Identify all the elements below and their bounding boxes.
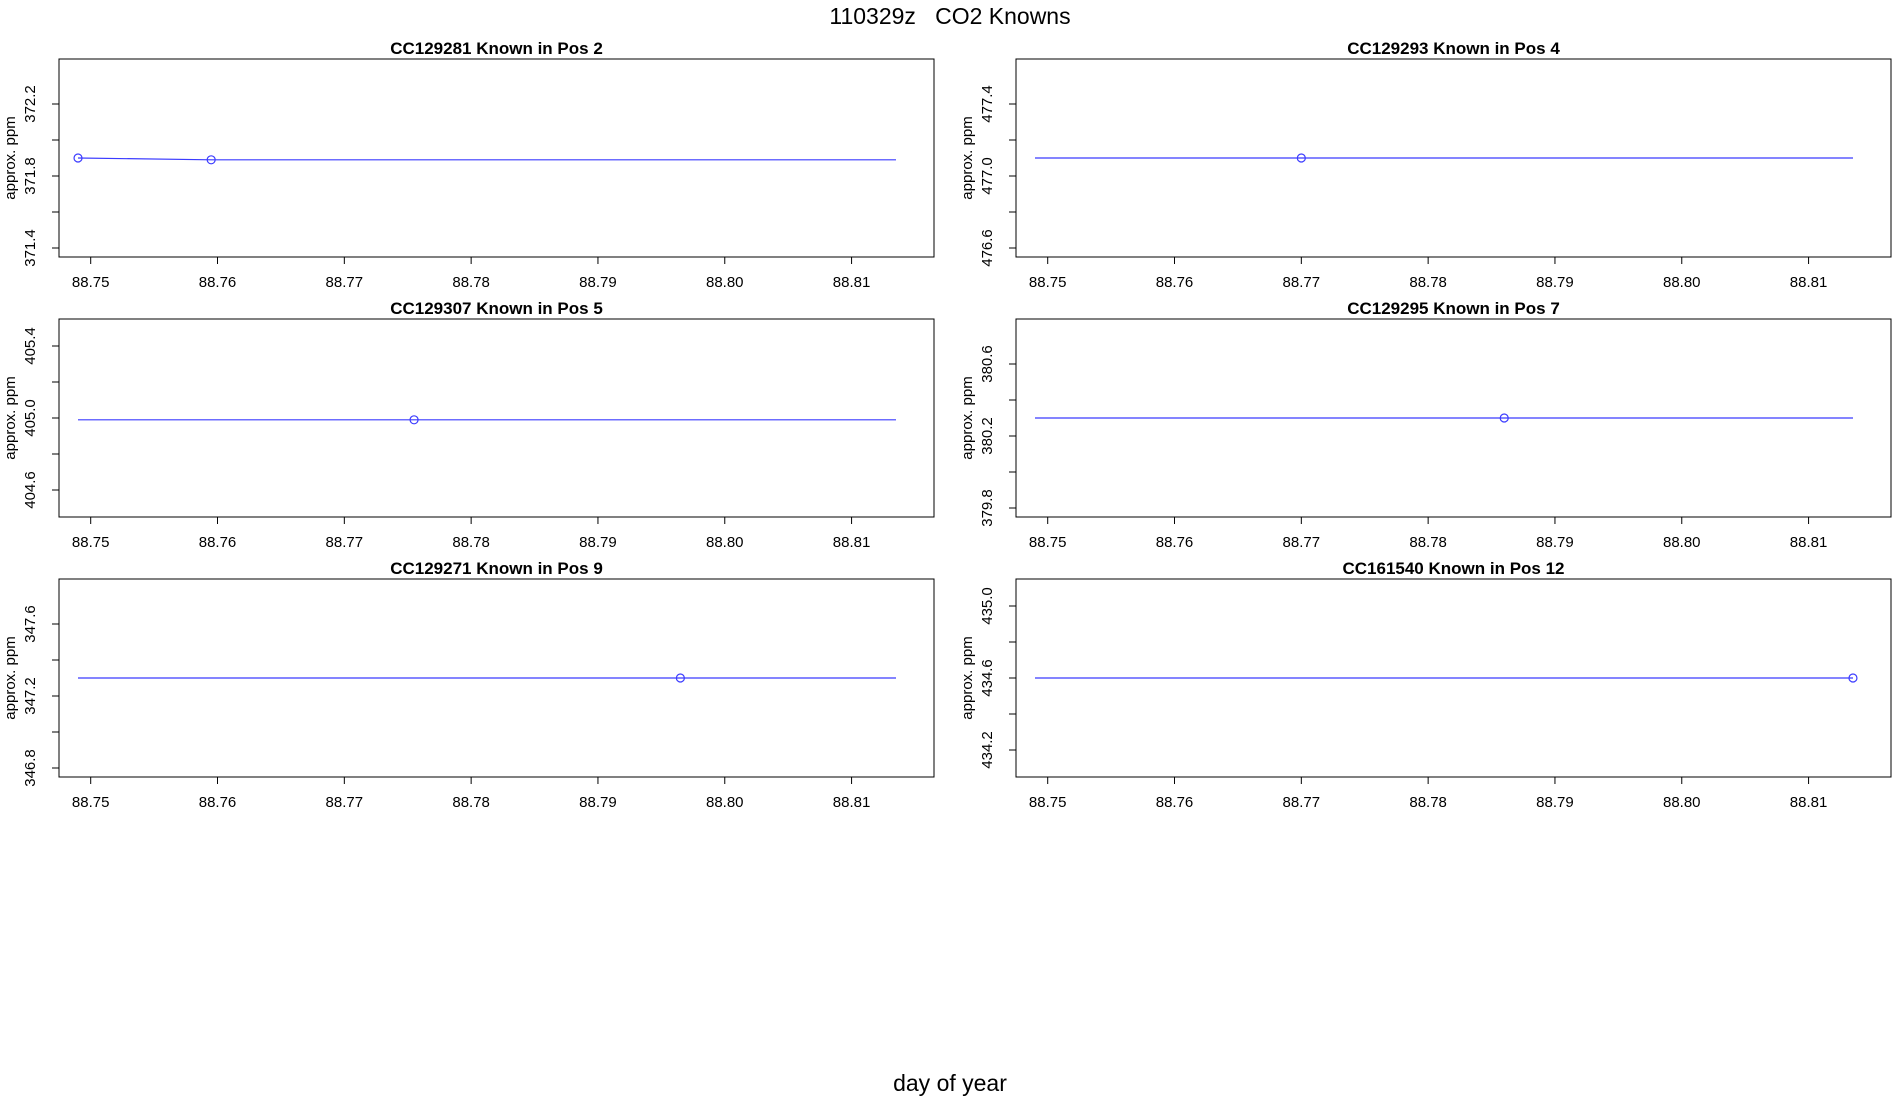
x-tick-label: 88.80	[1663, 274, 1701, 291]
data-point	[206, 155, 216, 165]
y-tick-label: 372.2	[22, 85, 39, 123]
y-axis-label: approx. ppm	[2, 636, 19, 719]
y-tick-label: 477.0	[979, 157, 996, 195]
y-axis-label: approx. ppm	[959, 636, 976, 719]
x-tick-label: 88.77	[326, 534, 364, 551]
x-tick-label: 88.78	[1409, 534, 1447, 551]
y-tick-label: 371.8	[22, 157, 39, 195]
x-tick-label: 88.78	[452, 534, 490, 551]
y-axis-label: approx. ppm	[2, 376, 19, 459]
y-axis-label: approx. ppm	[959, 376, 976, 459]
chart-panel-4: CC129295 Known in Pos 7 88.75 88.76 88.77 88…	[959, 299, 1892, 551]
x-tick-label: 88.78	[452, 274, 490, 291]
y-tick-label: 404.6	[22, 471, 39, 509]
x-tick-label: 88.79	[579, 534, 617, 551]
data-point	[675, 673, 685, 683]
x-tick-label: 88.76	[1156, 794, 1194, 811]
y-tick-label: 347.6	[22, 605, 39, 643]
y-tick-label: 405.0	[22, 399, 39, 437]
data-point	[73, 153, 83, 163]
panel-title: CC161540 Known in Pos 12	[1342, 559, 1564, 578]
chart-panel-3: CC129307 Known in Pos 5 88.75 88.76 88.77 88…	[2, 299, 935, 551]
x-tick-label: 88.81	[1790, 274, 1828, 291]
panel-title: CC129293 Known in Pos 4	[1347, 39, 1560, 58]
x-tick-label: 88.79	[579, 794, 617, 811]
plot-frame	[1015, 318, 1892, 518]
x-tick-label: 88.75	[1029, 274, 1067, 291]
chart-panel-5: CC129271 Known in Pos 9 88.75 88.76 88.77 88…	[2, 559, 935, 811]
x-tick-label: 88.75	[72, 534, 110, 551]
x-tick-label: 88.81	[833, 534, 871, 551]
y-tick-label: 379.8	[979, 489, 996, 527]
y-axis-label: approx. ppm	[2, 116, 19, 199]
panel-title: CC129295 Known in Pos 7	[1347, 299, 1560, 318]
x-tick-label: 88.77	[326, 794, 364, 811]
x-tick-label: 88.78	[1409, 274, 1447, 291]
chart-panel-2: CC129293 Known in Pos 4 88.75 88.76 88.77 88…	[959, 39, 1892, 291]
x-tick-label: 88.80	[706, 794, 744, 811]
panel-title: CC129307 Known in Pos 5	[390, 299, 603, 318]
x-tick-label: 88.81	[1790, 534, 1828, 551]
x-tick-label: 88.75	[72, 274, 110, 291]
x-tick-label: 88.76	[199, 534, 237, 551]
panel-title: CC129281 Known in Pos 2	[390, 39, 603, 58]
x-tick-label: 88.77	[1283, 534, 1321, 551]
x-tick-label: 88.78	[452, 794, 490, 811]
data-point	[1499, 413, 1509, 423]
x-tick-label: 88.79	[1536, 794, 1574, 811]
x-tick-label: 88.76	[1156, 274, 1194, 291]
x-tick-label: 88.81	[1790, 794, 1828, 811]
x-tick-label: 88.79	[1536, 274, 1574, 291]
x-tick-label: 88.77	[1283, 274, 1321, 291]
x-axis-label: day of year	[893, 1070, 1007, 1096]
x-tick-label: 88.77	[326, 274, 364, 291]
chart-panel-6: CC161540 Known in Pos 12 88.75 88.76 88.77 8…	[959, 559, 1892, 811]
y-tick-label: 380.6	[979, 345, 996, 383]
y-tick-label: 435.0	[979, 587, 996, 625]
data-point	[1848, 673, 1858, 683]
x-tick-label: 88.80	[706, 274, 744, 291]
x-tick-label: 88.75	[72, 794, 110, 811]
x-tick-label: 88.76	[199, 794, 237, 811]
y-tick-label: 476.6	[979, 229, 996, 267]
x-tick-label: 88.76	[199, 274, 237, 291]
x-tick-label: 88.79	[579, 274, 617, 291]
panel-title: CC129271 Known in Pos 9	[390, 559, 603, 578]
y-axis-label: approx. ppm	[959, 116, 976, 199]
plot-frame	[58, 578, 935, 778]
series-line	[77, 157, 896, 161]
chart-panel-1: CC129281 Known in Pos 2 88.75 88.76 88.77 88…	[2, 39, 935, 291]
plot-frame	[58, 318, 935, 518]
plot-frame	[58, 58, 935, 258]
plot-frame	[1015, 58, 1892, 258]
y-tick-label: 405.4	[22, 327, 39, 365]
x-tick-label: 88.75	[1029, 534, 1067, 551]
y-tick-label: 346.8	[22, 749, 39, 787]
x-tick-label: 88.75	[1029, 794, 1067, 811]
y-tick-label: 371.4	[22, 229, 39, 267]
x-tick-label: 88.77	[1283, 794, 1321, 811]
y-tick-label: 434.6	[979, 659, 996, 697]
x-tick-label: 88.81	[833, 794, 871, 811]
y-tick-label: 347.2	[22, 677, 39, 715]
y-tick-label: 477.4	[979, 85, 996, 123]
x-tick-label: 88.76	[1156, 534, 1194, 551]
x-tick-label: 88.81	[833, 274, 871, 291]
x-tick-label: 88.79	[1536, 534, 1574, 551]
y-tick-label: 380.2	[979, 417, 996, 455]
data-point	[1296, 153, 1306, 163]
x-tick-label: 88.78	[1409, 794, 1447, 811]
x-tick-label: 88.80	[706, 534, 744, 551]
x-tick-label: 88.80	[1663, 794, 1701, 811]
data-point	[409, 415, 419, 425]
y-tick-label: 434.2	[979, 731, 996, 769]
page-title: 110329z CO2 Knowns	[829, 3, 1071, 29]
x-tick-label: 88.80	[1663, 534, 1701, 551]
